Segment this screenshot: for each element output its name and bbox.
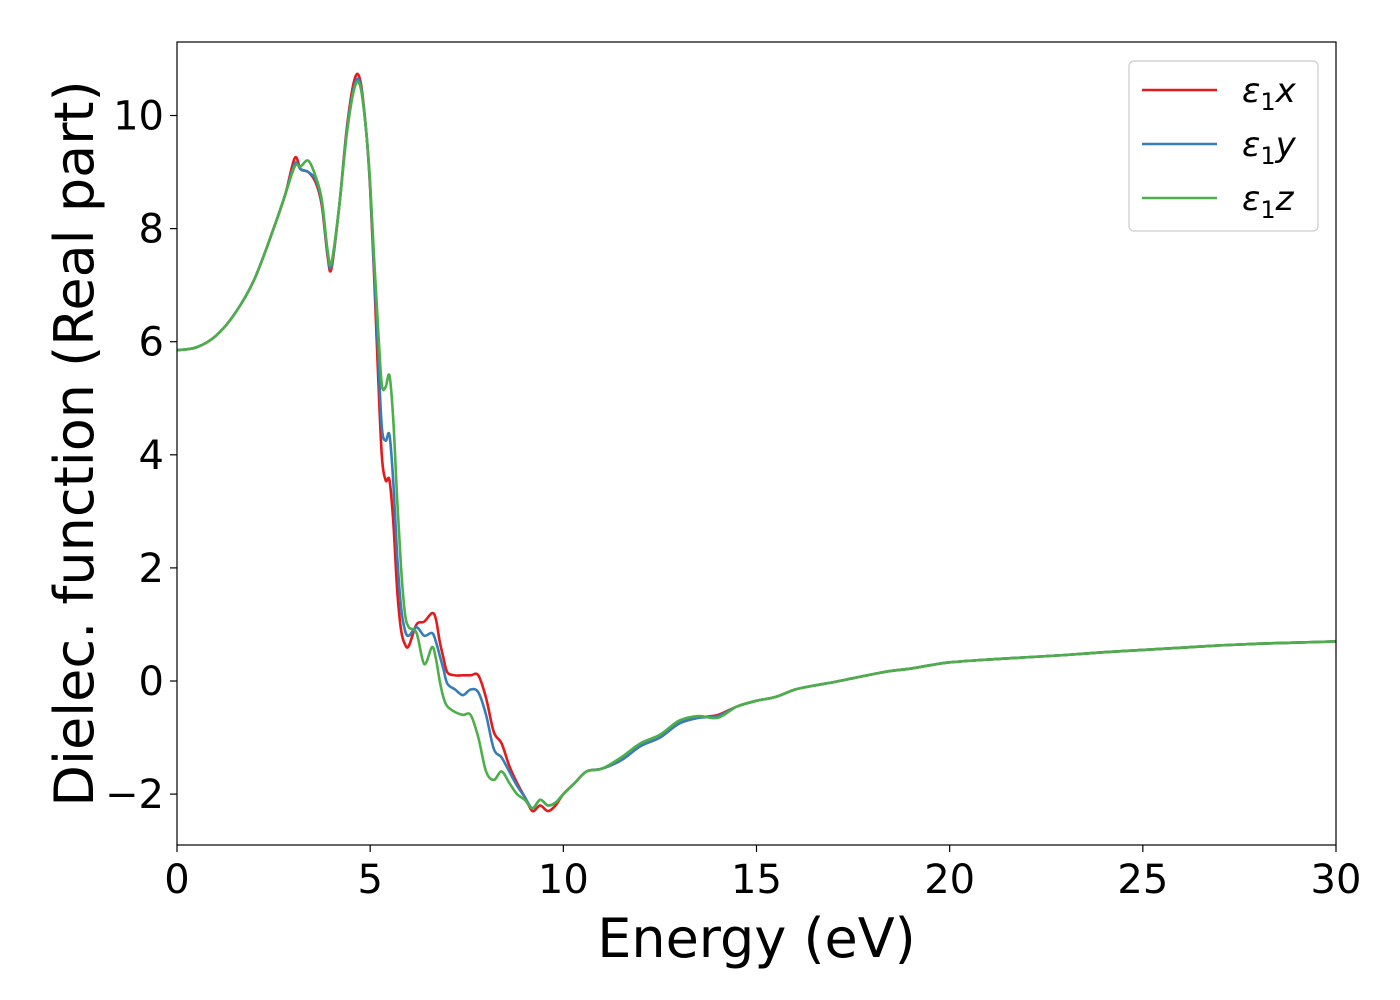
- legend: ε1x ε1y ε1z: [1128, 60, 1319, 232]
- y-tick-label: −2: [105, 772, 164, 818]
- x-tick-label: 25: [1117, 857, 1168, 903]
- y-tick-label: 8: [139, 207, 164, 253]
- legend-label-z: ε1z: [1242, 179, 1295, 224]
- y-tick-label: 10: [113, 94, 164, 140]
- legend-label-y: ε1y: [1242, 125, 1297, 170]
- legend-box: [1128, 60, 1319, 232]
- y-tick-label: 0: [139, 659, 164, 705]
- y-tick-label: 6: [139, 320, 164, 366]
- x-tick-label: 30: [1311, 857, 1362, 903]
- y-axis-title: Dielec. function (Real part): [43, 80, 106, 806]
- y-tick-label: 2: [139, 546, 164, 592]
- x-tick-label: 10: [538, 857, 589, 903]
- x-axis-title: Energy (eV): [597, 907, 916, 970]
- y-tick-label: 4: [139, 433, 164, 479]
- axis-titles: Energy (eV) Dielec. function (Real part): [43, 80, 916, 970]
- series-line-z: [177, 80, 1336, 810]
- x-tick-label: 5: [357, 857, 382, 903]
- x-tick-label: 15: [731, 857, 782, 903]
- x-tick-label: 0: [164, 857, 189, 903]
- legend-label-x: ε1x: [1242, 71, 1297, 116]
- x-tick-label: 20: [924, 857, 975, 903]
